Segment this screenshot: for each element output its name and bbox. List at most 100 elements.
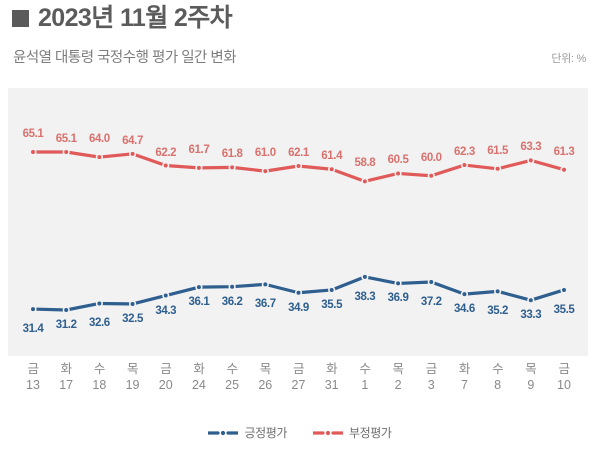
negative-value-label: 64.7 [122, 134, 143, 147]
x-axis-tick: 금 27 [292, 362, 306, 394]
data-point [462, 292, 467, 297]
data-point [196, 285, 201, 290]
chart-panel: 65.1 65.1 64.0 64.7 62.2 61.7 61.8 61.0 62.1 61.4… [8, 88, 588, 356]
data-point [130, 301, 135, 306]
tick-weekday: 금 [425, 362, 438, 376]
title-bullet-icon [12, 10, 29, 27]
unit-label: 단위: % [551, 53, 586, 65]
tick-weekday: 금 [160, 362, 172, 376]
legend-item[interactable]: 긍정평가 [208, 424, 287, 441]
data-point [163, 163, 168, 168]
legend-label: 부정평가 [349, 426, 392, 440]
positive-value-label: 32.6 [88, 317, 110, 330]
negative-value-label: 61.7 [188, 143, 210, 156]
positive-value-label: 31.2 [55, 319, 77, 331]
tick-day: 18 [92, 378, 107, 392]
negative-value-label: 60.0 [420, 151, 442, 164]
x-axis: 금 13 화 17 수 18 목 19 금 20 화 24 수 25 목 26 금 27 화 31 수 1 목 2 금 3 화 7 수 8… [8, 362, 588, 408]
positive-value-label: 35.2 [487, 305, 509, 318]
tick-weekday: 화 [193, 362, 205, 376]
negative-value-label: 62.1 [288, 146, 309, 159]
negative-value-label: 61.3 [553, 145, 575, 158]
legend-item[interactable]: 부정평가 [313, 424, 392, 441]
negative-value-label: 61.4 [321, 150, 343, 163]
data-point [396, 281, 401, 286]
negative-value-label: 64.0 [88, 133, 110, 146]
tick-weekday: 목 [392, 362, 405, 376]
data-point [528, 298, 533, 303]
positive-value-label: 36.2 [221, 295, 243, 308]
line-chart-plot: 65.1 65.1 64.0 64.7 62.2 61.7 61.8 61.0 62.1 61.4… [8, 88, 588, 356]
title-row: 2023년 11월 2주차 [12, 4, 233, 32]
positive-value-label: 34.3 [155, 304, 177, 317]
tick-day: 13 [26, 378, 40, 392]
tick-day: 24 [191, 378, 206, 392]
negative-value-label: 61.5 [487, 144, 509, 157]
data-point [362, 179, 367, 184]
negative-value-label: 65.1 [55, 133, 77, 145]
x-axis-tick: 금 20 [159, 362, 173, 394]
tick-weekday: 금 [558, 362, 570, 376]
data-point [495, 289, 500, 294]
x-axis-tick: 화 24 [192, 362, 206, 394]
data-point [97, 155, 102, 160]
data-point [462, 163, 467, 168]
positive-value-label: 34.6 [454, 303, 475, 316]
x-axis-tick: 수 25 [225, 362, 239, 394]
positive-value-label: 36.1 [188, 296, 210, 309]
negative-value-label: 65.1 [22, 128, 44, 140]
tick-day: 26 [258, 378, 273, 392]
data-point [429, 280, 434, 285]
positive-value-label: 36.7 [254, 298, 276, 311]
tick-weekday: 화 [458, 362, 471, 376]
negative-value-label: 60.5 [387, 154, 409, 167]
negative-value-label: 61.0 [254, 147, 276, 160]
legend-label: 긍정평가 [244, 426, 287, 440]
negative-value-label: 58.8 [354, 157, 376, 170]
tick-day: 7 [460, 378, 468, 392]
tick-day: 10 [557, 378, 571, 392]
chart-header: 2023년 11월 2주차 윤석열 대통령 국정수행 평가 일간 변화 단위: … [0, 0, 600, 88]
data-point [429, 173, 434, 178]
x-axis-tick: 목 26 [258, 362, 272, 394]
tick-weekday: 화 [326, 362, 338, 376]
data-point [130, 151, 135, 156]
data-point [495, 166, 500, 171]
tick-weekday: 수 [93, 362, 106, 376]
data-point [362, 274, 367, 279]
tick-day: 17 [59, 378, 74, 392]
tick-day: 31 [324, 378, 339, 392]
data-point [528, 158, 533, 163]
tick-day: 1 [361, 378, 369, 392]
tick-day: 2 [394, 378, 402, 392]
negative-value-label: 61.8 [221, 148, 243, 161]
tick-weekday: 목 [127, 362, 139, 376]
data-point [562, 287, 566, 292]
data-point [64, 308, 69, 312]
data-point [31, 307, 35, 312]
positive-value-label: 35.5 [321, 298, 343, 311]
negative-value-label: 62.3 [454, 146, 475, 159]
positive-value-label: 38.3 [354, 290, 376, 303]
tick-day: 8 [494, 378, 502, 392]
tick-weekday: 수 [359, 362, 371, 376]
positive-value-label: 35.5 [553, 303, 575, 316]
data-point [296, 163, 301, 168]
positive-value-label: 33.3 [520, 309, 542, 322]
tick-day: 19 [125, 378, 140, 392]
data-point [97, 301, 102, 306]
data-point [230, 284, 235, 289]
tick-day: 20 [158, 378, 173, 392]
page-title: 2023년 11월 2주차 [38, 4, 233, 32]
x-axis-tick: 금 10 [557, 362, 571, 394]
tick-day: 9 [527, 378, 535, 392]
chart-legend: 긍정평가 부정평가 [0, 424, 600, 441]
tick-weekday: 수 [492, 362, 504, 376]
data-point [396, 171, 401, 176]
